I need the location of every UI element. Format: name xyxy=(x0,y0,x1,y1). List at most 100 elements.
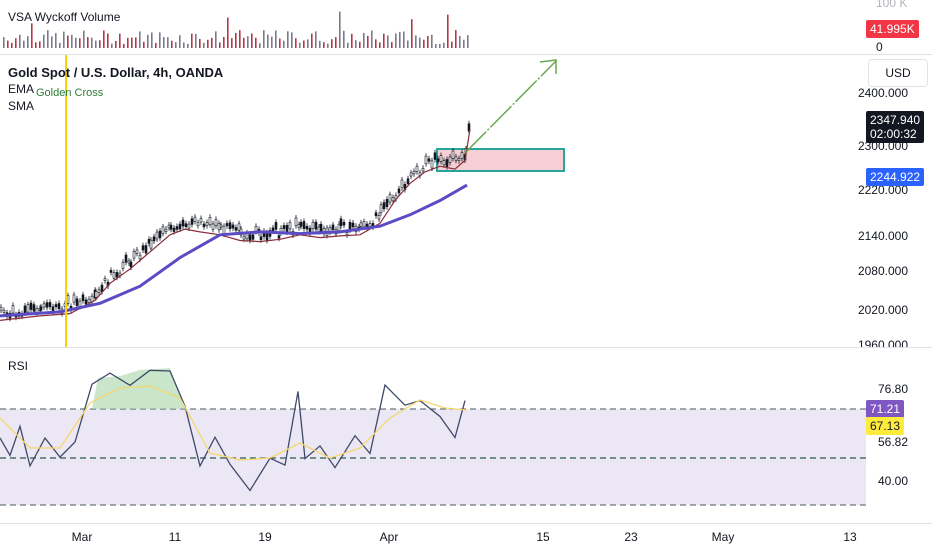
candle-body xyxy=(439,155,443,162)
volume-bars xyxy=(3,11,469,49)
volume-bar xyxy=(83,30,85,48)
candle-body xyxy=(274,222,278,230)
volume-bar xyxy=(287,31,289,48)
volume-bar xyxy=(323,42,325,48)
time-axis-label: 19 xyxy=(258,530,272,544)
candle-body xyxy=(127,260,131,264)
volume-bar xyxy=(7,40,9,48)
rsi-line xyxy=(0,369,466,492)
symbol-title[interactable]: Gold Spot / U.S. Dollar, 4h, OANDA xyxy=(8,65,224,80)
candle-body xyxy=(374,212,378,217)
candle-body xyxy=(184,223,188,227)
candle-body xyxy=(121,261,125,269)
volume-bar xyxy=(131,37,133,48)
candle-body xyxy=(415,165,419,173)
volume-bar xyxy=(227,17,229,48)
candle-body xyxy=(234,227,238,231)
pane-divider[interactable] xyxy=(0,54,932,55)
rsi-chart[interactable] xyxy=(0,348,932,523)
volume-bar xyxy=(335,37,337,48)
volume-pane: VSA Wyckoff Volume 100 K 41.995K 0 xyxy=(0,0,932,55)
candle-body xyxy=(385,199,389,208)
price-chart[interactable] xyxy=(0,55,932,347)
candle-body xyxy=(190,218,194,225)
candle-body xyxy=(75,298,79,306)
volume-bar xyxy=(395,33,397,48)
volume-bar xyxy=(139,31,141,48)
volume-bar xyxy=(419,37,421,48)
candle-body xyxy=(72,294,76,303)
candle-body xyxy=(66,295,70,304)
candle-body xyxy=(97,289,101,293)
volume-bar xyxy=(299,42,301,48)
candle-body xyxy=(288,222,292,230)
price-axis-label: 2220.000 xyxy=(857,183,908,197)
volume-bar xyxy=(111,43,113,48)
candle-body xyxy=(231,224,235,229)
pane-divider[interactable] xyxy=(0,347,932,348)
candle-body xyxy=(442,160,446,166)
candle-body xyxy=(54,304,58,307)
candle-body xyxy=(23,305,27,314)
volume-bar xyxy=(435,43,437,48)
price-axis-label: 2020.000 xyxy=(857,303,908,317)
volume-bar xyxy=(319,40,321,48)
candle-body xyxy=(331,224,335,230)
candle-body xyxy=(149,239,153,249)
volume-bar xyxy=(263,30,265,48)
volume-bar xyxy=(91,37,93,48)
candle-body xyxy=(259,236,263,241)
volume-bar xyxy=(391,42,393,48)
candle-body xyxy=(109,270,113,273)
volume-bar xyxy=(23,40,25,48)
volume-bar xyxy=(115,40,117,48)
volume-bar xyxy=(11,42,13,48)
rsi-overbought-fill xyxy=(92,368,185,409)
volume-bar xyxy=(231,38,233,48)
candle-body xyxy=(345,232,349,236)
time-axis-label: 23 xyxy=(624,530,638,544)
rsi-indicator-name[interactable]: RSI xyxy=(8,359,29,373)
time-axis[interactable] xyxy=(0,523,932,551)
volume-bar xyxy=(123,43,125,48)
currency-button[interactable]: USD xyxy=(868,59,928,87)
rsi-pane: RSI 76.80 71.21 67.13 56.82 40.00 xyxy=(0,348,932,523)
candle-body xyxy=(242,235,246,240)
volume-bar xyxy=(187,43,189,48)
candle-body xyxy=(135,249,139,254)
ema-indicator-label[interactable]: EMA xyxy=(8,82,35,96)
volume-bar xyxy=(235,32,237,48)
candle-body xyxy=(277,235,281,239)
candle-body xyxy=(11,305,15,314)
volume-bar xyxy=(95,40,97,48)
volume-axis-bottom: 0 xyxy=(876,40,883,54)
volume-bar xyxy=(351,33,353,48)
candle-body xyxy=(457,158,461,162)
rsi-signal-line xyxy=(0,385,468,461)
candle-body xyxy=(251,234,255,240)
candle-body xyxy=(448,156,452,163)
volume-bar xyxy=(15,38,17,48)
volume-bar xyxy=(59,42,61,48)
last-price-tag: 2347.940 02:00:32 xyxy=(866,111,925,143)
candle-body xyxy=(164,228,168,232)
candle-body xyxy=(193,216,197,222)
candle-body xyxy=(29,302,33,310)
candle-body xyxy=(141,245,145,251)
volume-bar xyxy=(423,39,425,48)
volume-bar xyxy=(251,33,253,48)
volume-bar xyxy=(159,32,161,48)
price-axis-label: 2140.000 xyxy=(857,229,908,243)
volume-bar xyxy=(191,33,193,48)
volume-bar xyxy=(3,37,5,48)
volume-axis-top: 100 K xyxy=(876,0,908,10)
candle-body xyxy=(368,223,372,227)
volume-bar xyxy=(307,39,309,48)
sma-indicator-label[interactable]: SMA xyxy=(8,99,35,113)
time-axis-label: 15 xyxy=(536,530,550,544)
volume-bar xyxy=(339,11,341,49)
volume-bar xyxy=(387,35,389,48)
candle-body xyxy=(319,223,323,232)
volume-indicator-name[interactable]: VSA Wyckoff Volume xyxy=(8,10,121,24)
volume-bar xyxy=(455,30,457,48)
